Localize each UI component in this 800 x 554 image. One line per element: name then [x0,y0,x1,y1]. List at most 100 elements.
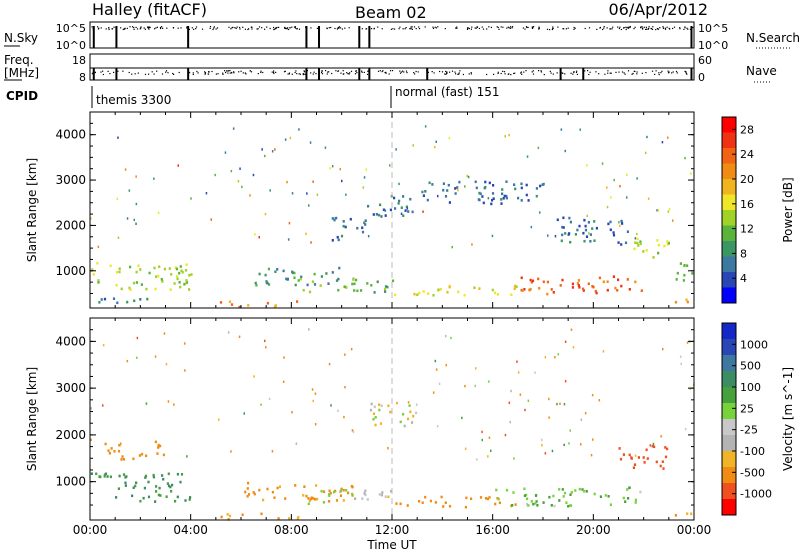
scatter-cell [587,282,590,286]
scatter-cell [147,480,150,484]
scatter-cell [526,497,529,501]
nave-point [348,73,350,75]
scatter-cell [347,491,350,495]
scatter-cell [538,287,541,290]
scatter-cell [120,442,122,445]
scatter-cell [90,407,92,410]
scatter-cell [624,241,628,245]
nsky-point [135,26,137,28]
nsky-point [156,26,158,28]
nave-point [100,71,102,73]
scatter-cell [308,290,312,294]
nave-point [486,73,488,76]
scatter-cell [188,274,191,277]
nave-point [525,70,527,72]
scatter-cell [683,264,686,267]
nave-point [226,70,228,72]
scatter-cell [210,218,212,221]
scatter-cell [434,501,437,504]
nsky-point [432,27,435,30]
scatter-cell [446,290,449,294]
scatter-cell [339,494,343,497]
scatter-cell [391,279,395,283]
scatter-cell [155,485,158,488]
nave-point [468,73,470,75]
nave-point [671,72,673,74]
scatter-cell [389,410,392,414]
scatter-cell [571,282,574,286]
nsky-point [139,28,141,30]
scatter-cell [352,430,355,434]
scatter-cell [406,207,409,210]
scatter-cell [297,279,300,282]
nsky-point [159,26,162,29]
nsky-strip: N.Sky 10^5 10^0 10^5 10^0 N.Search [4,21,800,52]
scatter-cell [395,502,398,505]
nave-point [131,73,133,75]
nave-point [238,71,240,73]
nave-point [355,70,357,72]
scatter-cell [316,193,319,196]
scatter-cell [378,493,381,496]
scatter-cell [165,363,168,366]
nsky-point [228,26,230,28]
scatter-cell [636,232,638,236]
scatter-cell [490,449,492,452]
scatter-cell [97,279,100,282]
nave-point [275,71,277,73]
nave-point [684,70,686,72]
nave-point [604,73,606,75]
nave-point [192,72,194,74]
scatter-cell [112,297,116,300]
scatter-cell [562,226,565,229]
nsky-point [664,27,667,29]
nave-point [658,74,660,76]
nsky-point [481,26,483,28]
scatter-cell [159,494,162,497]
nave-point [549,70,551,72]
nsky-point [573,28,575,30]
nave-point [260,70,262,72]
scatter-cell [411,210,414,214]
nsky-point [482,28,485,30]
scatter-cell [170,273,173,276]
scatter-cell [517,371,520,374]
nave-point [615,71,617,73]
scatter-cell [646,457,649,460]
scatter-cell [534,371,536,374]
scatter-cell [444,195,448,198]
scatter-cell [570,328,573,331]
nsky-point [640,27,642,29]
nsky-point [133,28,135,30]
scatter-cell [634,454,637,457]
nave-point [347,73,349,75]
scatter-cell [313,272,316,276]
scatter-cell [277,517,280,520]
nave-point [595,71,597,73]
scatter-cell [440,495,443,499]
scatter-cell [133,299,136,303]
scatter-cell [563,443,565,447]
colorbar-swatch [722,403,736,420]
scatter-cell [174,499,177,503]
scatter-cell [527,399,530,402]
nave-point [331,72,333,75]
nsky-point [269,27,271,30]
nsearch-tick-top: 10^5 [698,22,728,35]
scatter-cell [145,287,148,291]
scatter-cell [568,216,571,220]
scatter-cell [500,202,503,205]
scatter-cell [167,484,171,488]
scatter-cell [447,183,450,187]
nave-point [445,70,447,72]
nsky-point [398,28,400,30]
nsky-point [338,26,341,28]
nave-point [454,71,456,73]
nave-point [382,70,384,72]
scatter-cell [393,196,396,200]
scatter-cell [328,494,331,497]
scatter-cell [183,282,186,286]
scatter-cell [542,501,545,504]
scatter-cell [158,486,161,490]
scatter-cell [312,497,315,500]
